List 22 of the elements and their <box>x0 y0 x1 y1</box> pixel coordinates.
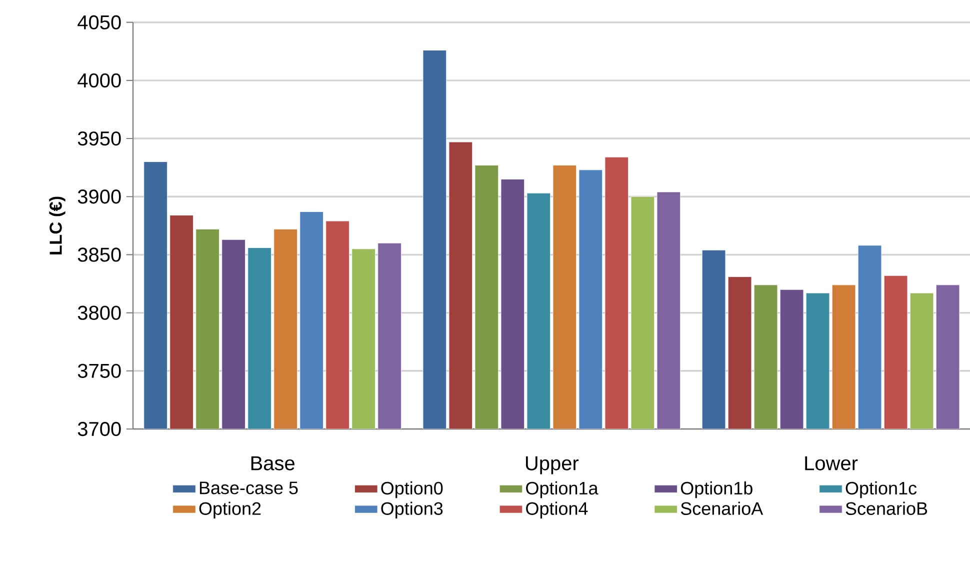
y-axis-title: LLC (€) <box>49 196 66 254</box>
legend-label: Option0 <box>381 481 443 498</box>
y-tick-label: 3900 <box>78 190 121 204</box>
y-tick-label: 3800 <box>78 306 121 320</box>
x-tick-label: Base <box>251 456 294 470</box>
y-tick-label: 3700 <box>78 422 121 436</box>
legend-label: ScenarioB <box>846 502 928 515</box>
legend-label: Option1a <box>526 481 598 498</box>
legend-label: Option3 <box>381 502 443 519</box>
legend-label: Option1b <box>680 481 752 498</box>
y-tick-label: 4000 <box>78 73 121 88</box>
y-tick-label: 3750 <box>78 364 121 378</box>
legend-label: ScenarioA <box>680 502 764 515</box>
y-tick-label: 3850 <box>78 248 121 262</box>
y-tick-label: 3950 <box>78 131 121 146</box>
y-tick-label: 4050 <box>78 15 121 30</box>
legend-label: Option2 <box>199 502 261 519</box>
legend-label: Base-case 5 <box>200 482 298 494</box>
x-tick-label: Upper <box>526 456 579 474</box>
x-tick-label: Lower <box>805 456 858 470</box>
legend-label: Option4 <box>526 502 588 519</box>
legend-label: Option1c <box>846 481 917 498</box>
